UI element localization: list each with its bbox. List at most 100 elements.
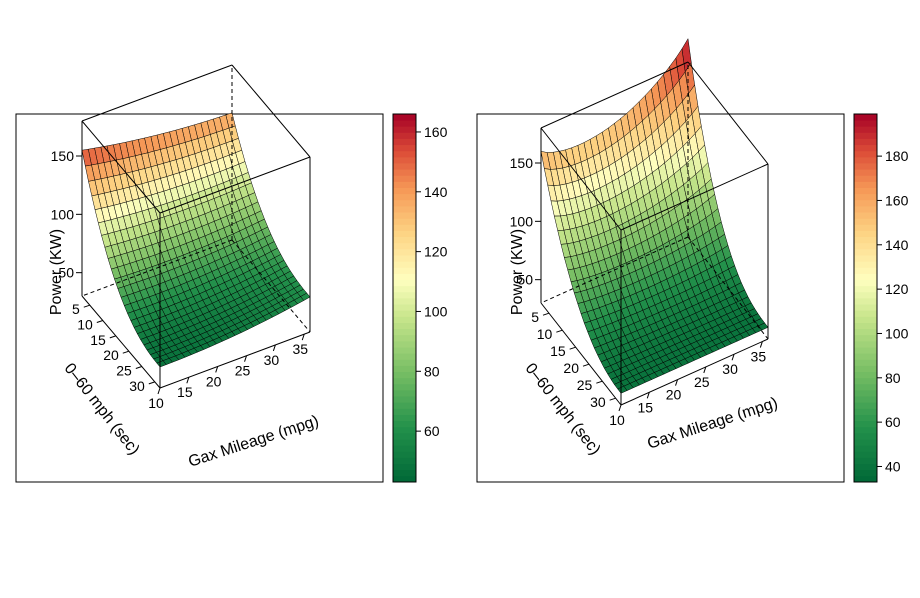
z-tick-label: 150 — [510, 155, 534, 171]
colorkey-band — [854, 242, 877, 250]
colorkey-band — [854, 285, 877, 293]
y-tick-mark — [96, 320, 103, 324]
x-tick-label: 25 — [235, 363, 251, 379]
colorkey-band — [854, 187, 877, 195]
colorkey-band — [393, 224, 416, 231]
colorkey-band — [393, 340, 416, 348]
colorkey-band — [393, 328, 416, 336]
y-tick-mark — [148, 381, 155, 385]
x-tick-mark — [272, 344, 276, 352]
colorkey-band — [854, 469, 877, 477]
y-tick-mark — [109, 335, 116, 339]
x-tick-label: 10 — [609, 412, 625, 428]
colorkey-band — [393, 316, 416, 323]
box-edge — [231, 64, 311, 158]
colorkey-band — [854, 347, 877, 354]
y-tick-label: 15 — [550, 343, 566, 359]
colorkey-band — [854, 353, 877, 360]
x-tick-label: 15 — [637, 399, 653, 415]
x-tick-mark — [646, 392, 650, 399]
colorkey-band — [393, 365, 416, 372]
colorkey-band — [854, 267, 877, 274]
colorkey-band — [393, 310, 416, 317]
x-tick-label: 20 — [666, 387, 682, 403]
colorkey-band — [854, 371, 877, 379]
colorkey-band — [393, 261, 416, 268]
colorkey-band — [854, 236, 877, 244]
colorkey-band — [854, 212, 877, 219]
colorkey-band — [393, 383, 416, 391]
colorkey-band — [854, 414, 877, 422]
colorkey-band — [393, 212, 416, 219]
box-edge-hidden — [231, 239, 311, 333]
colorkey-band — [393, 187, 416, 195]
colorkey-band — [393, 402, 416, 409]
colorkey-band — [854, 138, 877, 146]
colorkey-band — [854, 334, 877, 342]
x-tick-mark — [186, 377, 190, 384]
bounding-box — [540, 61, 769, 406]
box-edge-hidden — [81, 239, 233, 297]
colorkey-band — [393, 150, 416, 158]
colorkey: 60 80 100 120 140 160 — [392, 113, 448, 483]
colorkey-border — [392, 113, 417, 483]
colorkey-band — [393, 120, 416, 127]
x-tick-label: 30 — [264, 352, 280, 368]
colorkey-tick-label: 120 — [424, 244, 448, 260]
colorkey-band — [854, 359, 877, 366]
x-tick-label: 25 — [694, 374, 710, 390]
box-edge — [687, 61, 769, 165]
colorkey-band — [393, 396, 416, 403]
colorkey-band — [854, 291, 877, 299]
colorkey-band — [393, 206, 416, 213]
colorkey-tick-label: 40 — [885, 458, 901, 474]
colorkey-band — [854, 426, 877, 434]
colorkey-band — [854, 451, 877, 458]
panel-border — [15, 113, 384, 483]
box-edge — [540, 61, 689, 129]
y-tick-label: 15 — [90, 332, 106, 348]
colorkey-band — [854, 304, 877, 311]
colorkey-band — [393, 255, 416, 262]
x-tick-mark — [759, 341, 763, 348]
colorkey-band — [854, 328, 877, 336]
y-tick-label: 5 — [72, 301, 80, 317]
colorkey-band — [854, 340, 877, 348]
colorkey-band — [393, 359, 416, 366]
x-axis-label: Gax Mileage (mpg) — [645, 395, 780, 453]
x-tick-mark — [675, 379, 679, 386]
colorkey-band — [393, 218, 416, 225]
colorkey-tick-label: 80 — [885, 370, 901, 386]
colorkey-band — [393, 163, 416, 170]
z-axis-label: Power (KW) — [48, 229, 65, 315]
y-tick-mark — [569, 346, 576, 350]
surface-facet — [156, 360, 167, 368]
colorkey-band — [393, 377, 416, 385]
colorkey-band — [393, 414, 416, 422]
y-tick-label: 20 — [563, 360, 579, 376]
colorkey-band — [854, 144, 877, 152]
colorkey-band — [854, 383, 877, 391]
box-edge — [540, 302, 622, 406]
colorkey-band — [854, 457, 877, 464]
colorkey-band — [854, 132, 877, 139]
colorkey-band — [854, 316, 877, 323]
colorkey-band — [854, 261, 877, 268]
colorkey-band — [854, 230, 877, 238]
colorkey-tick-label: 120 — [885, 281, 909, 297]
colorkey-band — [393, 420, 416, 428]
colorkey-band — [854, 150, 877, 158]
colorkey-band — [393, 279, 416, 287]
colorkey-band — [854, 163, 877, 170]
colorkey-band — [393, 248, 416, 256]
box-edge-hidden — [540, 236, 689, 304]
y-tick-mark — [542, 312, 550, 316]
bounding-box — [81, 64, 311, 389]
colorkey-band — [393, 132, 416, 139]
colorkey-band — [393, 445, 416, 452]
colorkey-band — [393, 463, 416, 471]
colorkey-band — [393, 242, 416, 250]
x-tick-label: 20 — [206, 373, 222, 389]
z-tick-label: 50 — [58, 265, 74, 281]
